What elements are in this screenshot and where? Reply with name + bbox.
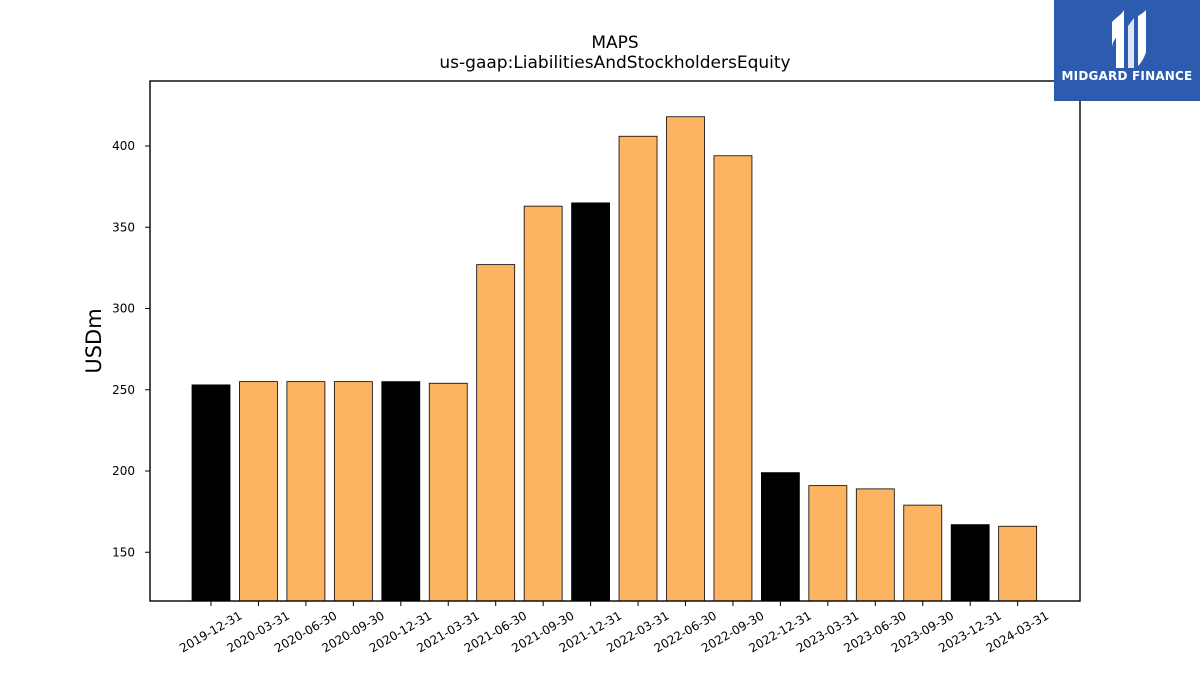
- bar-2022-06-30: [666, 116, 705, 602]
- midgard-logo-icon: [1112, 10, 1146, 68]
- bar-2020-03-31: [239, 381, 278, 602]
- bar-2019-12-31: [191, 384, 231, 602]
- bar-2021-09-30: [523, 205, 563, 602]
- chart-title: MAPS: [591, 33, 638, 53]
- y-axis-label: USDm: [82, 308, 106, 373]
- bar-2022-03-31: [618, 135, 658, 602]
- chart-subtitle: us-gaap:LiabilitiesAndStockholdersEquity: [439, 53, 790, 73]
- bar-2024-03-31: [998, 525, 1038, 602]
- bar-2020-12-31: [381, 381, 421, 602]
- bar-2020-06-30: [286, 381, 326, 602]
- bar-2022-12-31: [761, 472, 800, 602]
- bar-2021-03-31: [428, 382, 468, 602]
- bar-2023-03-31: [808, 485, 848, 602]
- logo-text: MIDGARD FINANCE: [1061, 69, 1193, 83]
- bar-2021-12-31: [571, 202, 610, 602]
- y-tick-label: 250: [112, 383, 135, 397]
- bar-2022-09-30: [713, 155, 753, 602]
- bar-2023-12-31: [950, 524, 990, 602]
- y-tick-label: 400: [112, 139, 135, 153]
- y-ticks-group: 150 200 250 300 350 400: [112, 139, 150, 559]
- bar-2023-06-30: [855, 488, 895, 602]
- bar-2020-09-30: [333, 381, 373, 602]
- x-ticks-group: 2019-12-312020-03-312020-06-302020-09-30…: [177, 601, 1051, 655]
- y-tick-label: 200: [112, 464, 135, 478]
- y-tick-label: 350: [112, 220, 135, 234]
- bar-2021-06-30: [476, 264, 516, 602]
- bar-2023-09-30: [903, 504, 943, 602]
- bars-group: [191, 116, 1038, 602]
- y-tick-label: 150: [112, 545, 135, 559]
- midgard-finance-logo: MIDGARD FINANCE: [1054, 0, 1200, 101]
- y-tick-label: 300: [112, 302, 135, 316]
- plot-frame: [149, 80, 1081, 602]
